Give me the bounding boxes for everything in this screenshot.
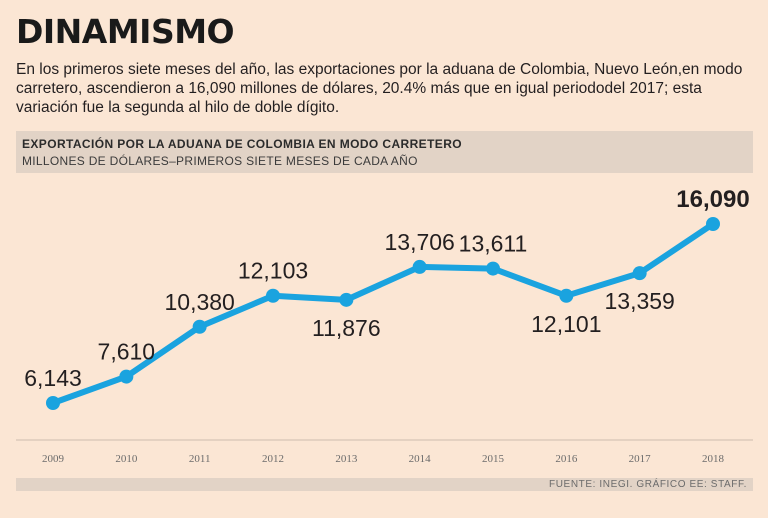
chart-subtitle: MILLONES DE DÓLARES–PRIMEROS SIETE MESES… — [22, 154, 418, 168]
value-label-2017: 13,359 — [604, 288, 674, 314]
value-label-2018: 16,090 — [676, 186, 749, 213]
x-tick-label-2013: 2013 — [335, 453, 358, 465]
chart-title: EXPORTACIÓN POR LA ADUANA DE COLOMBIA EN… — [22, 137, 463, 151]
source-note: FUENTE: INEGI. GRÁFICO EE: STAFF. — [549, 479, 747, 490]
data-point-2010 — [119, 369, 134, 384]
value-label-2012: 12,103 — [238, 258, 308, 284]
x-tick-label-2018: 2018 — [702, 453, 725, 465]
value-label-2010: 7,610 — [98, 339, 156, 365]
value-label-2009: 6,143 — [24, 365, 82, 391]
data-point-2016 — [559, 288, 574, 303]
value-label-2013: 11,876 — [312, 315, 381, 341]
value-label-2014: 13,706 — [384, 229, 454, 255]
value-label-2016: 12,101 — [531, 311, 601, 337]
x-tick-label-2017: 2017 — [629, 453, 652, 465]
x-tick-label-2012: 2012 — [262, 453, 284, 465]
data-point-2018 — [706, 217, 720, 231]
series-line — [50, 221, 716, 406]
data-point-2011 — [192, 319, 207, 334]
data-point-2009 — [46, 396, 60, 410]
data-point-2014 — [412, 259, 427, 274]
data-point-2015 — [486, 261, 500, 276]
chart-header-band: EXPORTACIÓN POR LA ADUANA DE COLOMBIA EN… — [16, 131, 753, 173]
x-tick-label-2009: 2009 — [42, 453, 65, 465]
value-label-2011: 10,380 — [164, 289, 234, 315]
data-point-2017 — [632, 266, 647, 281]
intro-paragraph: En los primeros siete meses del año, las… — [16, 61, 743, 116]
footer-bar: FUENTE: INEGI. GRÁFICO EE: STAFF. — [16, 478, 753, 491]
x-tick-label-2010: 2010 — [115, 453, 138, 465]
x-tick-label-2015: 2015 — [482, 453, 505, 465]
headline: DINAMISMO — [16, 12, 235, 51]
x-tick-label-2016: 2016 — [555, 453, 578, 465]
x-tick-label-2014: 2014 — [409, 453, 432, 465]
value-label-2015: 13,611 — [459, 231, 528, 257]
data-point-2013 — [339, 292, 354, 307]
data-point-2012 — [266, 288, 280, 303]
x-tick-label-2011: 2011 — [189, 453, 211, 465]
